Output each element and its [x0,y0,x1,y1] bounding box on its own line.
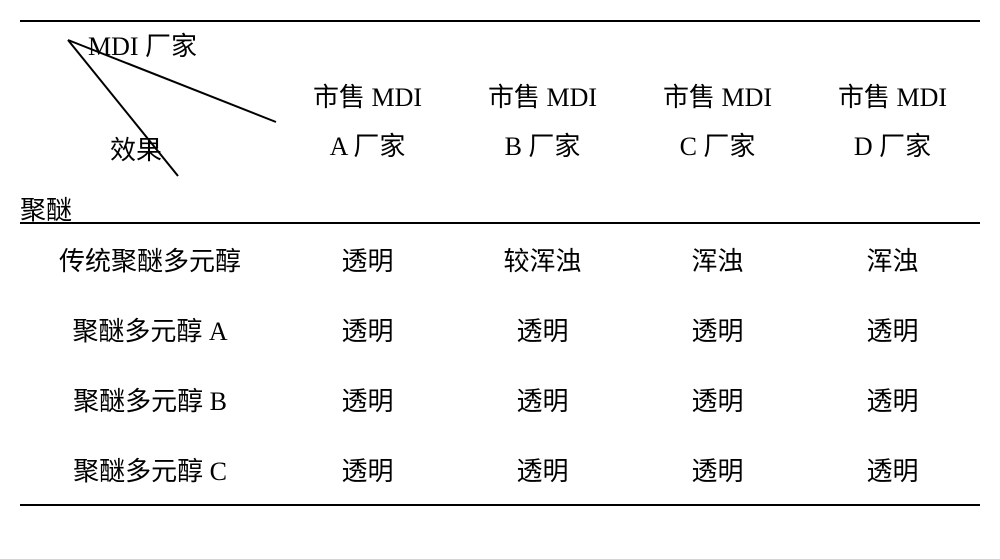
table-cell: 透明 [280,434,455,504]
header-row: MDI 厂家 效果 聚醚 市售 MDI A 厂家 市售 MDI B 厂家 市售 … [20,22,980,223]
table-row: 传统聚醚多元醇 透明 较浑浊 浑浊 浑浊 [20,223,980,294]
table-cell: 透明 [630,434,805,504]
column-header: 市售 MDI D 厂家 [805,22,980,223]
table-cell: 透明 [455,364,630,434]
table-cell: 浑浊 [805,223,980,294]
table-cell: 透明 [455,294,630,364]
table-cell: 透明 [805,434,980,504]
column-header-line2: B 厂家 [455,122,630,171]
column-header-line2: D 厂家 [805,122,980,171]
column-header-line2: C 厂家 [630,122,805,171]
column-header-line1: 市售 MDI [630,73,805,122]
slash-label-top: MDI 厂家 [88,26,197,63]
column-header: 市售 MDI B 厂家 [455,22,630,223]
table-cell: 透明 [630,294,805,364]
slash-label-bottom: 聚醚 [20,190,72,227]
row-label: 聚醚多元醇 C [20,434,280,504]
row-label: 聚醚多元醇 A [20,294,280,364]
table-cell: 较浑浊 [455,223,630,294]
table-cell: 浑浊 [630,223,805,294]
table-cell: 透明 [280,294,455,364]
table-cell: 透明 [805,294,980,364]
column-header-line1: 市售 MDI [455,73,630,122]
data-table: MDI 厂家 效果 聚醚 市售 MDI A 厂家 市售 MDI B 厂家 市售 … [20,22,980,504]
column-header: 市售 MDI A 厂家 [280,22,455,223]
table-row: 聚醚多元醇 A 透明 透明 透明 透明 [20,294,980,364]
slash-label-mid: 效果 [110,130,162,167]
row-label: 聚醚多元醇 B [20,364,280,434]
column-header-line1: 市售 MDI [280,73,455,122]
table-container: MDI 厂家 效果 聚醚 市售 MDI A 厂家 市售 MDI B 厂家 市售 … [20,20,980,506]
table-cell: 透明 [280,364,455,434]
table-cell: 透明 [630,364,805,434]
column-header-line2: A 厂家 [280,122,455,171]
table-cell: 透明 [280,223,455,294]
table-row: 聚醚多元醇 B 透明 透明 透明 透明 [20,364,980,434]
column-header-line1: 市售 MDI [805,73,980,122]
row-label: 传统聚醚多元醇 [20,223,280,294]
table-cell: 透明 [805,364,980,434]
table-cell: 透明 [455,434,630,504]
column-header: 市售 MDI C 厂家 [630,22,805,223]
slash-header-cell: MDI 厂家 效果 聚醚 [20,22,280,223]
table-row: 聚醚多元醇 C 透明 透明 透明 透明 [20,434,980,504]
